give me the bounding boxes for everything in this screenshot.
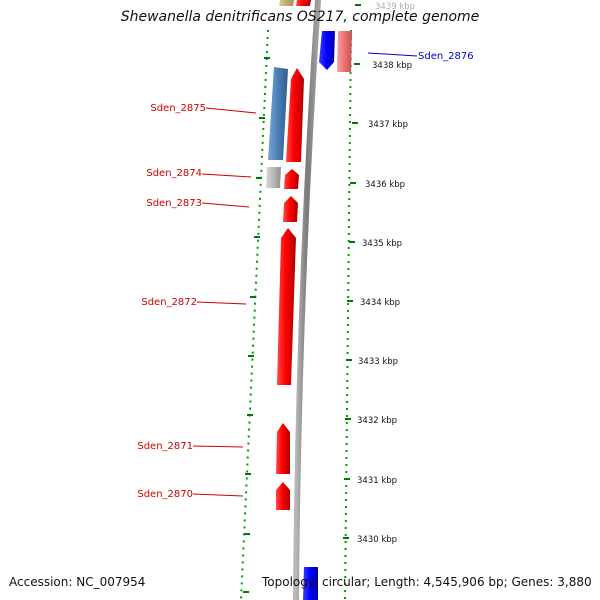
gene-sden-2874-red[interactable] <box>284 169 299 189</box>
gene-sden-2873[interactable] <box>283 196 298 222</box>
gene-label-sden-2873[interactable]: Sden_2873 <box>146 198 202 209</box>
gene-pink-outer[interactable] <box>337 31 352 72</box>
kbp-label-3434: 3434 kbp <box>360 298 400 308</box>
kbp-label-3433: 3433 kbp <box>358 357 398 367</box>
gene-label-sden-2871[interactable]: Sden_2871 <box>137 441 193 452</box>
label-leader-lines <box>192 52 418 497</box>
kbp-labels: 3439 kbp 3438 kbp 3437 kbp 3436 kbp 3435… <box>357 2 415 545</box>
topology-text: Topology: circular; Length: 4,545,906 bp… <box>262 575 592 589</box>
gene-sden-2875-blue[interactable] <box>268 67 288 160</box>
gene-sden-2875-red[interactable] <box>286 68 304 162</box>
gene-olive-block[interactable] <box>279 0 294 6</box>
gene-label-sden-2870[interactable]: Sden_2870 <box>137 489 193 500</box>
genome-title: Shewanella denitrificans OS217, complete… <box>120 9 480 25</box>
gene-blue-bottom[interactable] <box>303 567 318 600</box>
gene-label-sden-2876[interactable]: Sden_2876 <box>418 51 474 62</box>
outer-major-ticks <box>343 4 361 539</box>
gene-sden-2876[interactable] <box>319 31 335 70</box>
gene-sden-2870[interactable] <box>276 482 290 510</box>
gene-sden-2872[interactable] <box>277 228 296 385</box>
inner-minor-ticks <box>243 57 270 593</box>
kbp-label-3435: 3435 kbp <box>362 239 402 249</box>
gene-sden-2871[interactable] <box>276 423 290 474</box>
gene-label-sden-2872[interactable]: Sden_2872 <box>141 297 197 308</box>
gene-sden-2874-gray[interactable] <box>266 167 281 188</box>
kbp-label-3437: 3437 kbp <box>368 120 408 130</box>
gene-label-sden-2874[interactable]: Sden_2874 <box>146 168 202 179</box>
kbp-label-3439: 3439 kbp <box>375 2 415 12</box>
genome-backbone <box>293 0 321 600</box>
gene-labels: Sden_2876 Sden_2875 Sden_2874 Sden_2873 … <box>137 51 473 500</box>
outer-genes <box>303 31 352 600</box>
gene-red-top-inner[interactable] <box>296 0 311 6</box>
accession-text: Accession: NC_007954 <box>9 575 146 589</box>
gene-label-sden-2875[interactable]: Sden_2875 <box>150 103 206 114</box>
inner-guide-dots <box>240 29 269 600</box>
kbp-label-3432: 3432 kbp <box>357 416 397 426</box>
kbp-label-3438: 3438 kbp <box>372 61 412 71</box>
kbp-label-3430: 3430 kbp <box>357 535 397 545</box>
inner-genes <box>266 0 311 510</box>
kbp-label-3436: 3436 kbp <box>365 180 405 190</box>
outer-guide-dots <box>344 29 352 600</box>
kbp-label-3431: 3431 kbp <box>357 476 397 486</box>
